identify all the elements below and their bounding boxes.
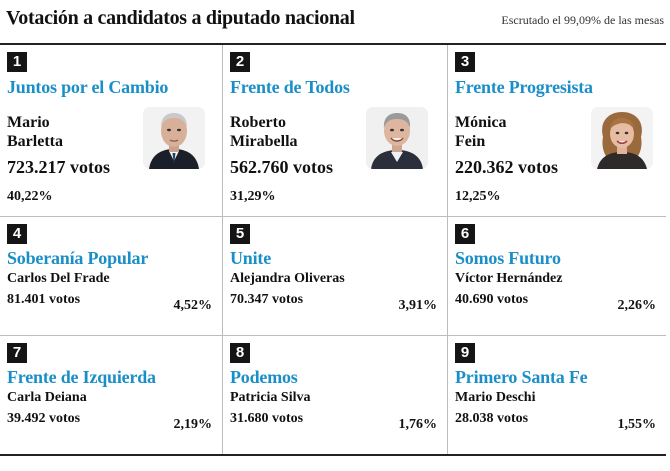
party-name: Frente de Todos [230,77,350,97]
candidate-name: Mario Deschi [455,390,536,405]
candidate-name: Víctor Hernández [455,271,563,286]
results-row-bottom: 7 Frente de Izquierda Carla Deiana 39.49… [0,336,666,456]
results-grid: 1 Juntos por el Cambio Mario Barletta [0,45,666,456]
candidate-name: Carlos Del Frade [7,271,110,286]
vote-percentage: 2,19% [173,417,213,432]
vote-percentage: 1,55% [617,417,657,432]
candidate-name: Mónica Fein [455,113,507,151]
rank-badge: 5 [230,224,250,244]
vote-count: 28.038 votos [455,411,529,426]
candidate-card-2: 2 Frente de Todos Roberto Mirabella [222,45,447,216]
results-row-top: 1 Juntos por el Cambio Mario Barletta [0,45,666,217]
candidate-card-8: 8 Podemos Patricia Silva 31.680 votos 1,… [222,336,447,454]
candidate-card-4: 4 Soberanía Popular Carlos Del Frade 81.… [0,217,222,335]
page-title: Votación a candidatos a diputado naciona… [6,7,355,29]
vote-count: 562.760 votos [230,157,333,177]
rank-badge: 6 [455,224,475,244]
party-name: Soberanía Popular [7,248,149,268]
vote-count: 70.347 votos [230,292,304,307]
header-divider [0,43,666,45]
candidate-name: Alejandra Oliveras [230,271,345,286]
candidate-last-name: Barletta [7,133,63,150]
party-name: Podemos [230,367,298,387]
rank-badge: 2 [230,52,250,72]
candidate-photo [143,107,205,169]
party-name: Frente de Izquierda [7,367,156,387]
vote-count: 31.680 votos [230,411,304,426]
candidate-card-6: 6 Somos Futuro Víctor Hernández 40.690 v… [447,217,666,335]
vote-percentage: 1,76% [398,417,438,432]
rank-badge: 1 [7,52,27,72]
vote-count: 220.362 votos [455,157,558,177]
candidate-first-name: Mónica [455,114,507,131]
candidate-card-7: 7 Frente de Izquierda Carla Deiana 39.49… [0,336,222,454]
candidate-name: Carla Deiana [7,390,87,405]
candidate-first-name: Roberto [230,114,286,131]
rank-badge: 3 [455,52,475,72]
party-name: Unite [230,248,271,268]
party-name: Juntos por el Cambio [7,77,169,97]
vote-percentage: 2,26% [617,298,657,313]
rank-badge: 4 [7,224,27,244]
vote-count: 39.492 votos [7,411,81,426]
vote-percentage: 31,29% [230,189,276,204]
header: Votación a candidatos a diputado naciona… [0,0,670,40]
rank-badge: 7 [7,343,27,363]
candidate-name: Patricia Silva [230,390,311,405]
candidate-photo [366,107,428,169]
candidate-photo [591,107,653,169]
candidate-last-name: Fein [455,133,486,150]
candidate-first-name: Mario [7,114,50,131]
candidate-card-1: 1 Juntos por el Cambio Mario Barletta [0,45,222,216]
candidate-card-3: 3 Frente Progresista Mónica Fein [447,45,666,216]
results-row-middle: 4 Soberanía Popular Carlos Del Frade 81.… [0,217,666,336]
vote-percentage: 4,52% [173,298,213,313]
candidate-card-5: 5 Unite Alejandra Oliveras 70.347 votos … [222,217,447,335]
vote-count: 81.401 votos [7,292,81,307]
party-name: Frente Progresista [455,77,593,97]
rank-badge: 9 [455,343,475,363]
vote-count: 40.690 votos [455,292,529,307]
party-name: Somos Futuro [455,248,561,268]
count-status: Escrutado el 99,09% de las mesas [501,13,664,27]
vote-count: 723.217 votos [7,157,110,177]
vote-percentage: 12,25% [455,189,501,204]
candidate-last-name: Mirabella [230,133,298,150]
vote-percentage: 3,91% [398,298,438,313]
party-name: Primero Santa Fe [455,367,588,387]
candidate-name: Roberto Mirabella [230,113,298,151]
candidate-name: Mario Barletta [7,113,63,151]
rank-badge: 8 [230,343,250,363]
candidate-card-9: 9 Primero Santa Fe Mario Deschi 28.038 v… [447,336,666,454]
vote-percentage: 40,22% [7,189,53,204]
